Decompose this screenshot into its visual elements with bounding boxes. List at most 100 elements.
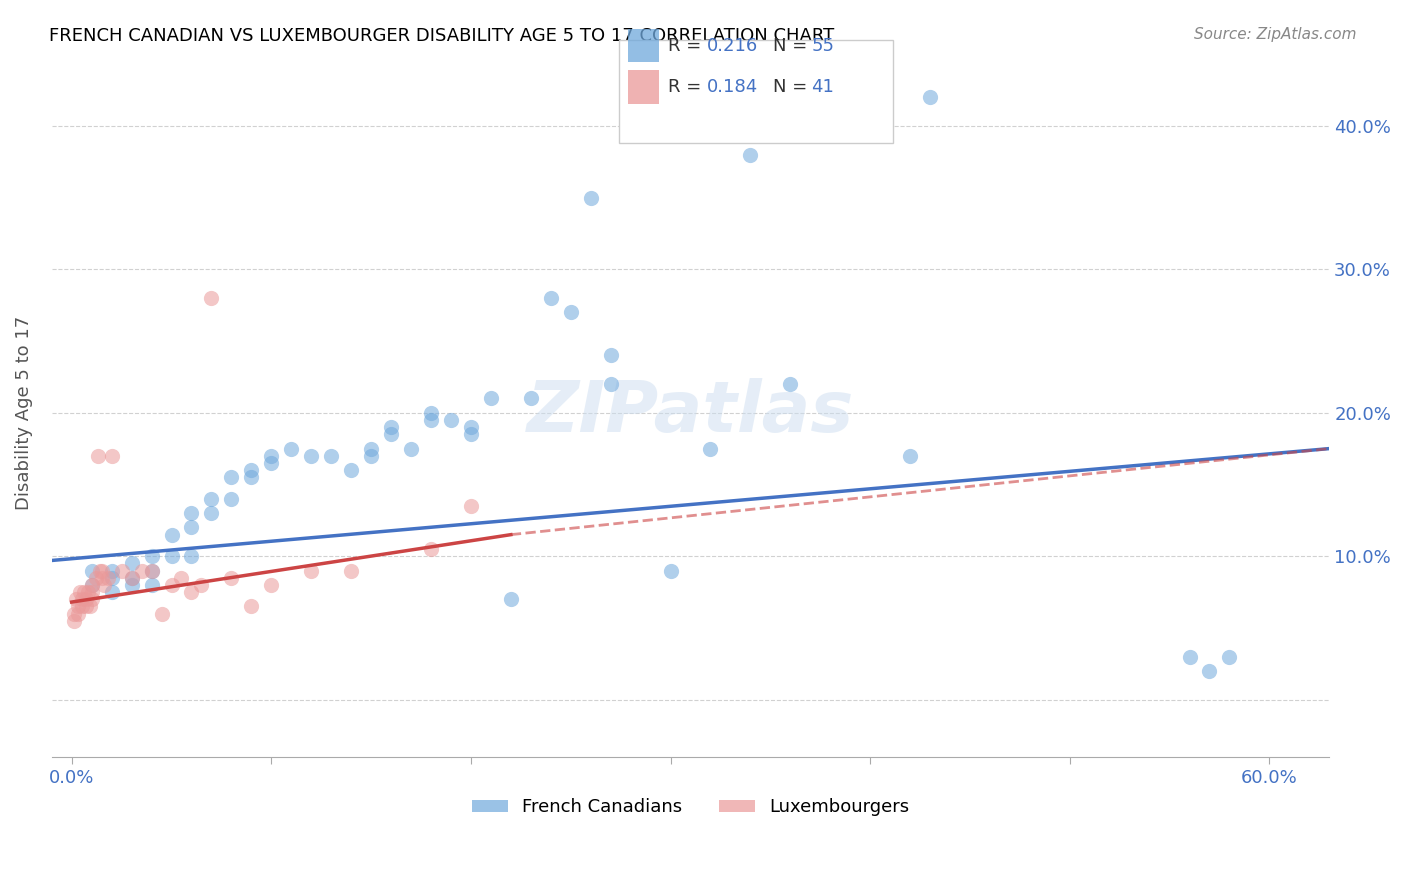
- Point: [160, 549, 183, 563]
- Point: [440, 413, 463, 427]
- Point: [579, 191, 602, 205]
- Point: [80, 578, 103, 592]
- Point: [260, 449, 283, 463]
- Text: 0.184: 0.184: [707, 78, 758, 95]
- Point: [560, 305, 582, 319]
- Point: [1198, 664, 1220, 678]
- Point: [121, 557, 143, 571]
- Point: [80, 578, 103, 592]
- Point: [121, 571, 143, 585]
- Point: [200, 491, 222, 506]
- Point: [75, 592, 97, 607]
- Point: [740, 147, 762, 161]
- Y-axis label: Disability Age 5 to 17: Disability Age 5 to 17: [15, 316, 32, 510]
- Point: [380, 427, 402, 442]
- Point: [221, 470, 243, 484]
- Point: [1178, 649, 1201, 664]
- Point: [90, 564, 112, 578]
- Point: [121, 578, 143, 592]
- Point: [420, 541, 443, 556]
- Point: [898, 449, 921, 463]
- Point: [299, 449, 322, 463]
- Point: [460, 427, 482, 442]
- Point: [100, 585, 122, 599]
- Point: [65, 592, 87, 607]
- Point: [399, 442, 422, 456]
- Point: [420, 413, 443, 427]
- Point: [170, 571, 193, 585]
- Point: [190, 578, 212, 592]
- Text: Source: ZipAtlas.com: Source: ZipAtlas.com: [1194, 27, 1357, 42]
- Point: [121, 571, 143, 585]
- Point: [599, 348, 621, 362]
- Point: [340, 463, 363, 477]
- Point: [240, 463, 263, 477]
- Point: [479, 392, 502, 406]
- Text: 55: 55: [811, 37, 834, 54]
- Point: [80, 585, 103, 599]
- Point: [100, 449, 122, 463]
- Text: 41: 41: [811, 78, 834, 95]
- Point: [520, 392, 543, 406]
- Point: [89, 564, 111, 578]
- Point: [779, 377, 801, 392]
- Point: [66, 607, 89, 621]
- Point: [1218, 649, 1240, 664]
- Point: [86, 449, 108, 463]
- Text: N =: N =: [773, 37, 813, 54]
- Point: [280, 442, 302, 456]
- Point: [84, 571, 107, 585]
- Point: [240, 470, 263, 484]
- Text: N =: N =: [773, 78, 813, 95]
- Point: [160, 578, 183, 592]
- Point: [200, 291, 222, 305]
- Point: [299, 564, 322, 578]
- Point: [69, 585, 91, 599]
- Point: [70, 599, 93, 614]
- Point: [75, 599, 97, 614]
- Text: FRENCH CANADIAN VS LUXEMBOURGER DISABILITY AGE 5 TO 17 CORRELATION CHART: FRENCH CANADIAN VS LUXEMBOURGER DISABILI…: [49, 27, 834, 45]
- Point: [76, 585, 98, 599]
- Point: [260, 578, 283, 592]
- Point: [180, 549, 202, 563]
- Point: [221, 571, 243, 585]
- Point: [180, 506, 202, 520]
- Point: [180, 585, 202, 599]
- Point: [321, 449, 343, 463]
- Point: [180, 520, 202, 534]
- Point: [80, 592, 103, 607]
- Point: [240, 599, 263, 614]
- Point: [918, 90, 941, 104]
- Point: [73, 585, 96, 599]
- Point: [100, 571, 122, 585]
- Point: [131, 564, 153, 578]
- Text: ZIPatlas: ZIPatlas: [527, 378, 855, 447]
- Point: [380, 420, 402, 434]
- Point: [93, 578, 115, 592]
- Point: [420, 406, 443, 420]
- Legend: French Canadians, Luxembourgers: French Canadians, Luxembourgers: [464, 791, 917, 823]
- Point: [141, 564, 163, 578]
- Text: R =: R =: [668, 78, 707, 95]
- Point: [200, 506, 222, 520]
- Point: [340, 564, 363, 578]
- Point: [160, 527, 183, 541]
- Point: [360, 442, 382, 456]
- Point: [90, 571, 112, 585]
- Point: [79, 599, 101, 614]
- Point: [260, 456, 283, 470]
- Text: 0.216: 0.216: [707, 37, 758, 54]
- Point: [141, 578, 163, 592]
- Point: [360, 449, 382, 463]
- Point: [66, 599, 89, 614]
- Point: [460, 420, 482, 434]
- Point: [659, 564, 682, 578]
- Point: [70, 592, 93, 607]
- Point: [62, 607, 84, 621]
- Point: [80, 564, 103, 578]
- Point: [540, 291, 562, 305]
- Point: [100, 564, 122, 578]
- Point: [97, 571, 120, 585]
- Point: [141, 549, 163, 563]
- Point: [110, 564, 132, 578]
